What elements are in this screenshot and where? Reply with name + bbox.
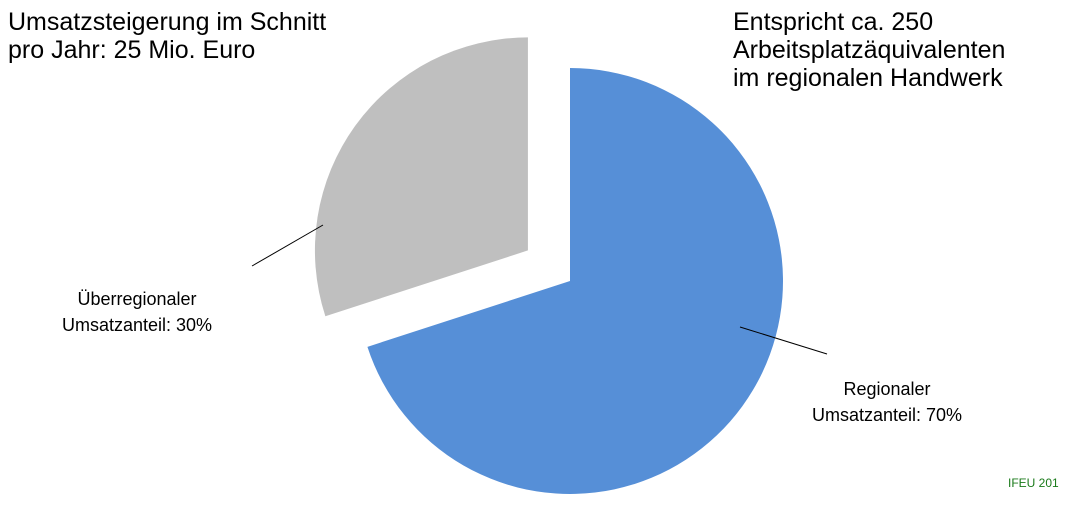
slice-labels: Regionaler Umsatzanteil: 70% Überregionale… [62, 289, 962, 425]
callout-lines [251, 224, 828, 355]
callout-line-regional [739, 326, 828, 355]
slice-label-line-regional-1: Regionaler [843, 379, 930, 399]
revenue-increase-line-2: pro Jahr: 25 Mio. Euro [8, 36, 256, 64]
jobs-equivalent-line-3: im regionalen Handwerk [733, 64, 1003, 92]
source-credit: IFEU 201 [1008, 476, 1059, 490]
slice-label-regional: Regionaler Umsatzanteil: 70% [812, 379, 962, 425]
pie-slice-ueberregional [314, 37, 528, 317]
slice-label-line-ueberregional-1: Überregionaler [77, 289, 196, 309]
callout-line-ueberregional [251, 224, 324, 267]
revenue-increase-line-1: Umsatzsteigerung im Schnitt [8, 8, 327, 36]
slice-label-line-ueberregional-2: Umsatzanteil: 30% [62, 315, 212, 335]
jobs-equivalent-line-2: Arbeitsplatzäquivalenten [733, 36, 1006, 64]
slice-label-ueberregional: Überregionaler Umsatzanteil: 30% [62, 289, 212, 335]
jobs-equivalent-line-1: Entspricht ca. 250 [733, 8, 934, 36]
pie-slices [314, 37, 784, 494]
revenue-increase-note: Umsatzsteigerung im Schnitt pro Jahr: 25… [8, 8, 326, 64]
slice-label-line-regional-2: Umsatzanteil: 70% [812, 405, 962, 425]
jobs-equivalent-note: Entspricht ca. 250 Arbeitsplatzäquivalen… [733, 8, 1005, 92]
pie-slice-regional [367, 68, 784, 494]
